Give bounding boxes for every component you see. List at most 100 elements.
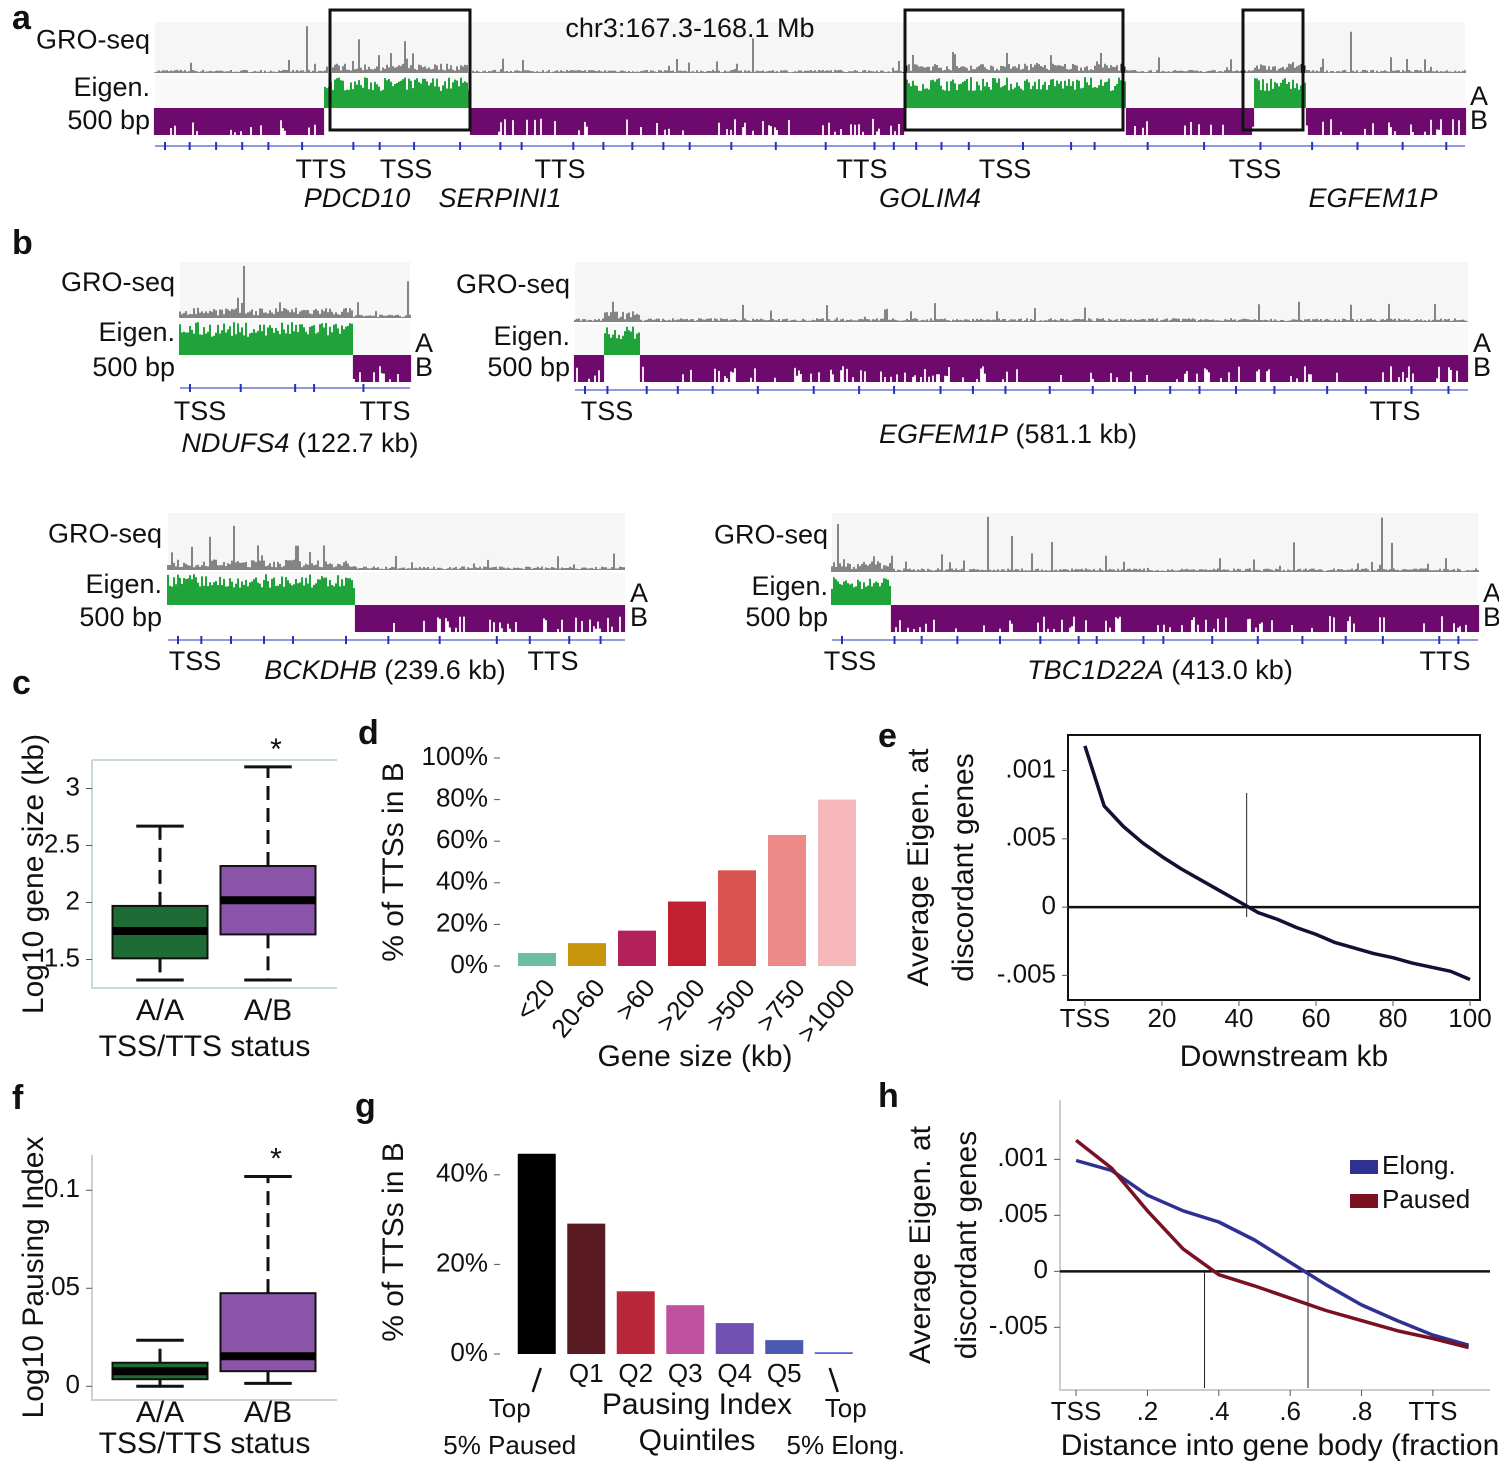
eigen-b-signal — [354, 605, 626, 632]
track-background — [832, 513, 1478, 572]
label: g — [355, 1087, 376, 1125]
label: .005 — [1005, 822, 1056, 852]
label: .2 — [1137, 1396, 1159, 1426]
label: TTS — [528, 646, 579, 676]
label: B — [1473, 352, 1491, 382]
gene-symbol: EGFEM1P — [879, 419, 1008, 449]
label: B — [630, 602, 648, 632]
label: GOLIM4 — [879, 183, 981, 213]
label: TTS — [535, 154, 586, 184]
label: chr3:167.3-168.1 Mb — [565, 13, 814, 43]
label: c — [12, 664, 31, 702]
gro-seq-signal — [831, 516, 1479, 572]
gene-symbol: BCKDHB — [264, 655, 377, 685]
label: GRO-seq — [61, 267, 175, 297]
label: 0% — [450, 949, 488, 979]
label: 500 bp — [745, 602, 828, 632]
label: Average Eigen. at — [902, 748, 935, 987]
label: 0 — [1034, 1254, 1048, 1284]
eigen-a-signal — [167, 574, 355, 605]
label: 60% — [436, 824, 488, 854]
label: TTS — [360, 396, 411, 426]
eigen-a-signal — [831, 577, 891, 605]
label: TSS — [174, 396, 227, 426]
track-background — [575, 324, 1468, 355]
label: discordant genes — [947, 753, 980, 982]
label: 2.5 — [44, 828, 80, 858]
bar — [814, 1352, 853, 1354]
bar — [517, 1153, 556, 1354]
track-background — [832, 574, 1478, 605]
label: 40 — [1224, 1003, 1253, 1033]
gro-seq-signal — [574, 301, 1468, 322]
label: 20 — [1147, 1003, 1176, 1033]
label: TTS — [1370, 396, 1421, 426]
eigen-b-signal — [153, 108, 1467, 135]
pointer — [531, 1367, 542, 1393]
gene-name: TBC1D22A (413.0 kb) — [1027, 655, 1293, 685]
label: A — [1483, 578, 1499, 608]
label: A — [415, 328, 433, 358]
label: * — [270, 733, 282, 766]
label: TSS — [1051, 1396, 1102, 1426]
label: 0 — [66, 1369, 80, 1399]
bar — [568, 943, 606, 966]
label: e — [878, 717, 897, 755]
label: 2 — [66, 885, 80, 915]
label: TTS — [296, 154, 347, 184]
label: TTS — [837, 154, 888, 184]
label: TTS — [1420, 646, 1471, 676]
label: TSS/TTS status — [99, 1030, 311, 1063]
label: 5% Paused — [443, 1430, 576, 1460]
label: h — [878, 1077, 899, 1115]
legend-swatch — [1350, 1160, 1378, 1174]
label: B — [1483, 602, 1499, 632]
gene-size: (581.1 kb) — [1015, 419, 1137, 449]
label: f — [12, 1079, 24, 1117]
eigen-a-signal — [179, 322, 353, 355]
gene-size: (122.7 kb) — [297, 428, 419, 458]
gene-name: NDUFS4 (122.7 kb) — [181, 428, 418, 458]
label: discordant genes — [950, 1131, 983, 1360]
label: 0.1 — [44, 1173, 80, 1203]
label: 5% Elong. — [786, 1430, 905, 1460]
label: 20-60 — [545, 973, 611, 1043]
label: Gene size (kb) — [597, 1040, 792, 1073]
label: TTS — [1408, 1396, 1457, 1426]
bar — [567, 1223, 606, 1354]
gene-symbol: TBC1D22A — [1027, 655, 1164, 685]
label: .4 — [1208, 1396, 1230, 1426]
gene-size: (239.6 kb) — [384, 655, 506, 685]
label: A — [1473, 328, 1491, 358]
label: Eigen. — [493, 321, 570, 351]
label: Q5 — [767, 1358, 802, 1388]
bar — [616, 1291, 655, 1354]
label: B — [415, 352, 433, 382]
label: 500 bp — [79, 602, 162, 632]
label: A — [1470, 81, 1488, 111]
label: * — [270, 1142, 282, 1175]
gro-seq-signal — [154, 26, 1466, 73]
label: 20% — [436, 907, 488, 937]
bar — [765, 1340, 804, 1354]
label: Top — [825, 1393, 867, 1423]
label: TSS — [169, 646, 222, 676]
label: 0 — [1042, 890, 1056, 920]
label: A/A — [136, 994, 184, 1027]
label: A — [630, 578, 648, 608]
line — [1075, 1138, 1470, 1350]
label: A/B — [244, 994, 292, 1027]
label: Distance into gene body (fraction) — [1061, 1429, 1499, 1462]
label: Paused — [1382, 1184, 1470, 1214]
label: TSS — [1060, 1003, 1111, 1033]
bar — [666, 1305, 705, 1354]
label: 500 bp — [67, 105, 150, 135]
eigen-b-signal — [890, 605, 1480, 632]
eigen-b-signal — [352, 355, 412, 382]
label: EGFEM1P — [1308, 183, 1437, 213]
label: GRO-seq — [48, 519, 162, 549]
bar — [618, 930, 656, 966]
label: 80% — [436, 782, 488, 812]
bar — [768, 834, 806, 966]
plot-frame — [91, 1155, 337, 1401]
